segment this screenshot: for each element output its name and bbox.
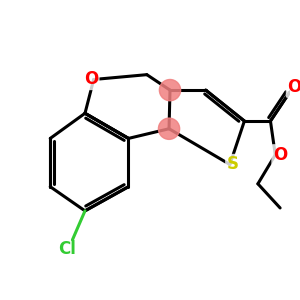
Text: Cl: Cl (58, 241, 76, 259)
Text: O: O (287, 78, 300, 96)
Text: O: O (84, 70, 98, 88)
Circle shape (158, 118, 180, 140)
Circle shape (159, 80, 181, 101)
Text: O: O (273, 146, 287, 164)
Text: S: S (227, 155, 239, 173)
